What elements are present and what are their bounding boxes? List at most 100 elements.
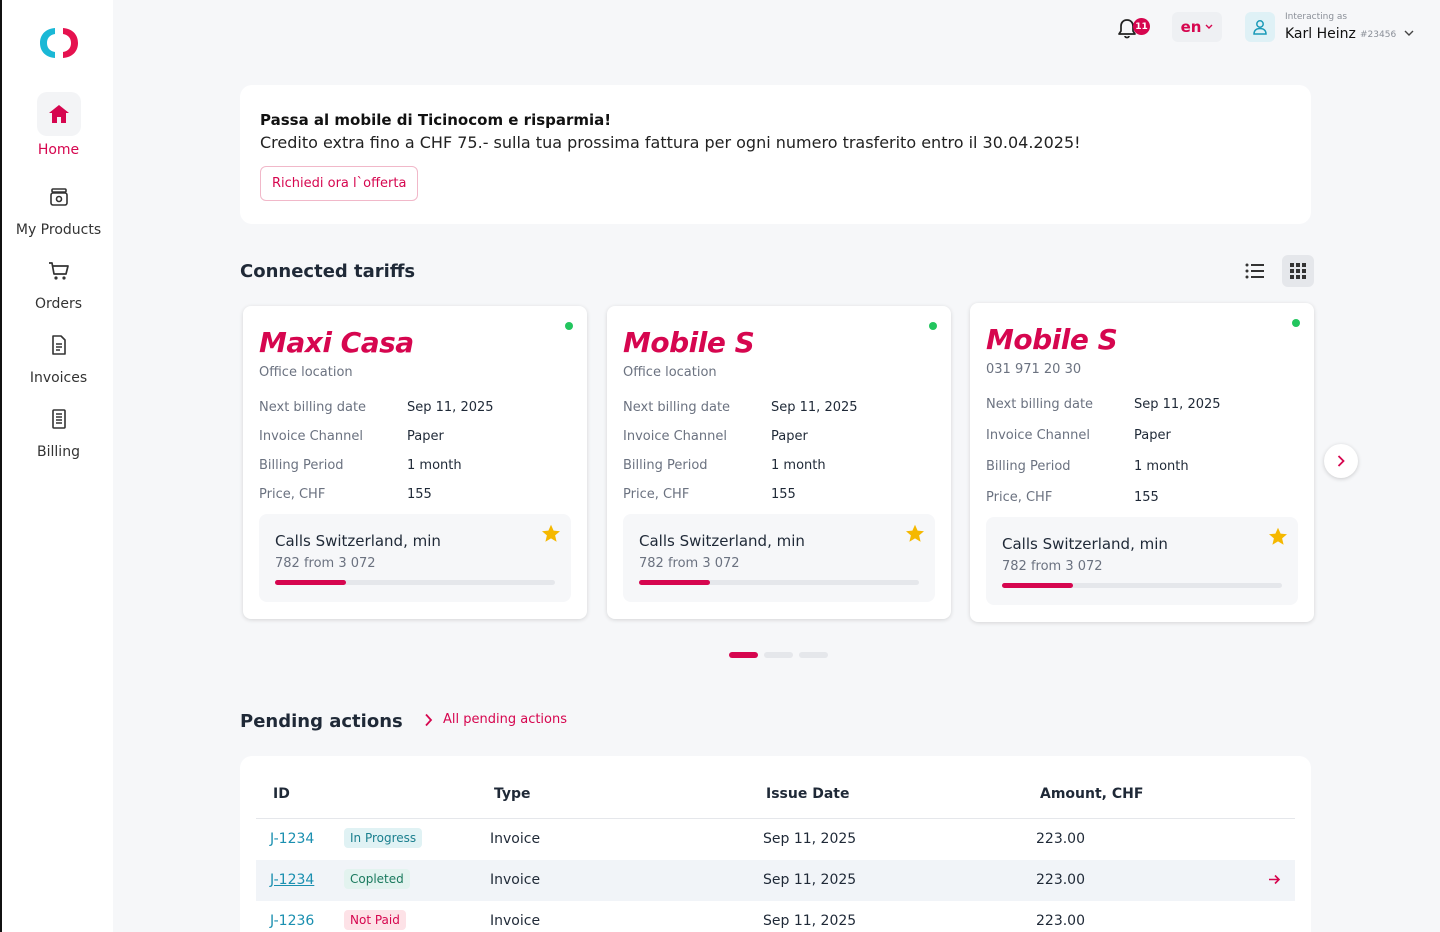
usage-title: Calls Switzerland, min [639, 532, 805, 550]
products-icon [37, 178, 81, 216]
table-row[interactable]: J-1234 Copleted Invoice Sep 11, 2025 223… [256, 860, 1295, 901]
favorite-star-icon[interactable] [905, 524, 925, 547]
active-status-dot [565, 322, 573, 330]
cart-icon [37, 252, 81, 290]
usage-value: 782 from 3 072 [275, 556, 376, 571]
favorite-star-icon[interactable] [1268, 527, 1288, 550]
tariff-detail-row: Price, CHF 155 [259, 487, 432, 502]
sidebar-item-label: My Products [15, 222, 102, 238]
usage-progress-fill [1002, 583, 1074, 588]
language-select[interactable]: en [1172, 12, 1222, 42]
tariff-detail-row: Price, CHF 155 [986, 490, 1159, 505]
detail-key: Price, CHF [623, 487, 690, 502]
sidebar-item-label: Home [37, 142, 80, 158]
row-id-link[interactable]: J-1236 [270, 913, 315, 929]
row-type: Invoice [490, 872, 541, 888]
row-issue-date: Sep 11, 2025 [763, 913, 857, 929]
sidebar: Home My Products Orders Invoices Billing [0, 0, 113, 932]
active-status-dot [929, 322, 937, 330]
active-status-dot [1292, 319, 1300, 327]
row-amount: 223.00 [1036, 872, 1085, 888]
pager-dot[interactable] [799, 652, 828, 658]
tariff-detail-row: Invoice Channel Paper [623, 429, 808, 444]
row-id-link[interactable]: J-1234 [270, 831, 315, 847]
usage-box: Calls Switzerland, min 782 from 3 072 [623, 514, 935, 602]
all-pending-actions-link[interactable]: All pending actions [424, 712, 567, 727]
pending-actions-title: Pending actions [240, 711, 403, 732]
brand-logo[interactable] [38, 24, 80, 62]
detail-key: Invoice Channel [623, 429, 727, 444]
tariff-detail-row: Invoice Channel Paper [986, 428, 1171, 443]
tariff-phone-number: 031 971 20 30 [986, 362, 1082, 377]
usage-progress-bar [639, 580, 919, 585]
status-badge: In Progress [344, 828, 423, 848]
promo-title: Passa al mobile di Ticinocom e risparmia… [260, 111, 612, 129]
sidebar-item-my-products[interactable]: My Products [2, 178, 115, 238]
row-amount: 223.00 [1036, 913, 1085, 929]
detail-key: Invoice Channel [986, 428, 1090, 443]
detail-key: Price, CHF [986, 490, 1053, 505]
row-issue-date: Sep 11, 2025 [763, 831, 857, 847]
billing-icon [37, 400, 81, 438]
pager-dot[interactable] [764, 652, 793, 658]
table-row[interactable]: J-1236 Not Paid Invoice Sep 11, 2025 223… [256, 901, 1295, 932]
sidebar-item-label: Billing [37, 444, 80, 460]
tariff-detail-row: Next billing date Sep 11, 2025 [623, 400, 858, 415]
chevron-right-icon [1337, 455, 1345, 467]
promo-banner: Passa al mobile di Ticinocom e risparmia… [240, 85, 1311, 224]
favorite-star-icon[interactable] [541, 524, 561, 547]
sidebar-item-orders[interactable]: Orders [2, 252, 115, 312]
invoice-icon [37, 326, 81, 364]
column-header-type: Type [494, 786, 531, 802]
detail-value: Paper [771, 429, 808, 444]
column-header-id: ID [273, 786, 290, 802]
detail-key: Price, CHF [259, 487, 326, 502]
grid-view-button[interactable] [1282, 255, 1314, 287]
user-name[interactable]: Karl Heinz [1285, 26, 1356, 42]
tariff-name: Maxi Casa [259, 326, 414, 359]
tariff-detail-row: Next billing date Sep 11, 2025 [986, 397, 1221, 412]
table-row[interactable]: J-1234 In Progress Invoice Sep 11, 2025 … [256, 819, 1295, 860]
status-badge: Copleted [344, 869, 410, 889]
notifications-button[interactable] [1116, 16, 1152, 42]
request-offer-button[interactable]: Richiedi ora l`offerta [260, 166, 419, 201]
arrow-right-icon[interactable] [1268, 873, 1281, 889]
grid-icon [1290, 263, 1306, 279]
user-avatar[interactable] [1245, 12, 1275, 42]
carousel-next-button[interactable] [1324, 444, 1358, 478]
detail-value: Paper [1134, 428, 1171, 443]
pager-dot[interactable] [729, 652, 758, 658]
usage-progress-bar [1002, 583, 1282, 588]
detail-value: Sep 11, 2025 [771, 400, 858, 415]
sidebar-item-invoices[interactable]: Invoices [2, 326, 115, 386]
column-header-issue-date: Issue Date [766, 786, 850, 802]
sidebar-item-billing[interactable]: Billing [2, 400, 115, 460]
tariff-card[interactable]: Mobile S 031 971 20 30 Next billing date… [970, 303, 1314, 622]
sidebar-item-home[interactable]: Home [2, 92, 115, 158]
tariff-name: Mobile S [986, 323, 1118, 356]
detail-key: Billing Period [986, 459, 1071, 474]
chevron-down-icon [1404, 30, 1414, 36]
detail-value: 1 month [1134, 459, 1189, 474]
usage-box: Calls Switzerland, min 782 from 3 072 [259, 514, 571, 602]
row-id-link[interactable]: J-1234 [270, 872, 315, 888]
all-pending-actions-label: All pending actions [443, 712, 568, 727]
detail-key: Next billing date [259, 400, 367, 415]
detail-key: Next billing date [986, 397, 1094, 412]
connected-tariffs-title: Connected tariffs [240, 261, 416, 282]
tariff-card[interactable]: Maxi Casa Office location Next billing d… [243, 306, 587, 619]
detail-key: Billing Period [623, 458, 708, 473]
list-view-button[interactable] [1240, 256, 1270, 286]
user-id: #23456 [1360, 30, 1397, 40]
detail-key: Invoice Channel [259, 429, 363, 444]
user-menu-chevron[interactable] [1404, 22, 1414, 41]
usage-box: Calls Switzerland, min 782 from 3 072 [986, 517, 1298, 605]
detail-value: 1 month [771, 458, 826, 473]
detail-value: 155 [771, 487, 796, 502]
detail-value: 155 [407, 487, 432, 502]
usage-value: 782 from 3 072 [639, 556, 740, 571]
tariff-card[interactable]: Mobile S Office location Next billing da… [607, 306, 951, 619]
header-divider [256, 818, 1295, 819]
detail-key: Billing Period [259, 458, 344, 473]
bell-icon [1118, 19, 1136, 39]
